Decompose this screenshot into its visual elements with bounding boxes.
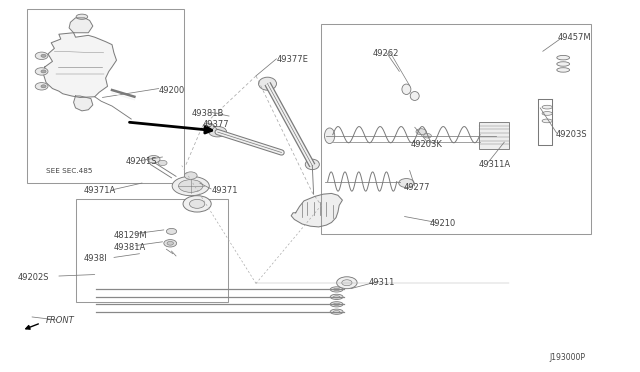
Text: 49210: 49210 bbox=[430, 219, 456, 228]
Text: 49200: 49200 bbox=[159, 86, 185, 94]
Circle shape bbox=[41, 85, 46, 88]
Ellipse shape bbox=[542, 112, 552, 115]
Ellipse shape bbox=[330, 302, 343, 307]
Ellipse shape bbox=[557, 68, 570, 72]
Ellipse shape bbox=[305, 159, 319, 170]
Text: 49381B: 49381B bbox=[192, 109, 225, 118]
Circle shape bbox=[183, 196, 211, 212]
Text: 49203S: 49203S bbox=[556, 130, 587, 139]
Circle shape bbox=[166, 228, 177, 234]
Text: 49311: 49311 bbox=[369, 278, 395, 287]
Bar bbox=[27, 9, 184, 183]
Ellipse shape bbox=[324, 128, 335, 144]
Ellipse shape bbox=[333, 288, 340, 291]
Ellipse shape bbox=[402, 84, 411, 94]
Circle shape bbox=[41, 70, 46, 73]
Text: 48129M: 48129M bbox=[114, 231, 148, 240]
Circle shape bbox=[203, 123, 214, 130]
Circle shape bbox=[158, 160, 167, 166]
Text: 49262: 49262 bbox=[372, 49, 399, 58]
Polygon shape bbox=[291, 193, 342, 227]
Ellipse shape bbox=[76, 14, 88, 19]
Ellipse shape bbox=[410, 92, 419, 100]
Ellipse shape bbox=[179, 180, 203, 192]
Text: 49457M: 49457M bbox=[558, 33, 592, 42]
Ellipse shape bbox=[333, 296, 340, 298]
Polygon shape bbox=[69, 18, 93, 33]
Circle shape bbox=[184, 172, 197, 179]
Text: J193000P: J193000P bbox=[549, 353, 585, 362]
Circle shape bbox=[167, 241, 173, 245]
Polygon shape bbox=[44, 33, 116, 97]
Ellipse shape bbox=[172, 176, 209, 196]
Bar bbox=[479, 122, 509, 149]
Circle shape bbox=[147, 155, 160, 163]
Text: 49371: 49371 bbox=[211, 186, 237, 195]
Text: 49277: 49277 bbox=[403, 183, 429, 192]
Ellipse shape bbox=[557, 55, 570, 60]
Circle shape bbox=[35, 52, 48, 60]
Text: 49201S: 49201S bbox=[125, 157, 157, 166]
Ellipse shape bbox=[333, 303, 340, 305]
Circle shape bbox=[424, 134, 431, 138]
Circle shape bbox=[41, 54, 46, 57]
Circle shape bbox=[337, 277, 357, 289]
Circle shape bbox=[35, 68, 48, 75]
Text: 49202S: 49202S bbox=[18, 273, 49, 282]
Text: 49377E: 49377E bbox=[276, 55, 308, 64]
Circle shape bbox=[209, 126, 227, 137]
Text: 49311A: 49311A bbox=[479, 160, 511, 169]
Text: FRONT: FRONT bbox=[45, 316, 74, 325]
Bar bbox=[321, 24, 591, 234]
Ellipse shape bbox=[330, 294, 343, 299]
Polygon shape bbox=[74, 96, 93, 111]
Ellipse shape bbox=[330, 287, 343, 292]
Bar bbox=[76, 199, 228, 302]
Ellipse shape bbox=[542, 105, 552, 109]
Text: 49377: 49377 bbox=[202, 121, 229, 129]
Ellipse shape bbox=[557, 62, 570, 66]
Text: 49381A: 49381A bbox=[114, 243, 146, 251]
Circle shape bbox=[416, 129, 426, 135]
Text: 4938I: 4938I bbox=[83, 254, 107, 263]
Ellipse shape bbox=[542, 119, 552, 123]
Text: 49371A: 49371A bbox=[83, 186, 115, 195]
Circle shape bbox=[189, 199, 205, 208]
Ellipse shape bbox=[333, 311, 340, 313]
Ellipse shape bbox=[330, 309, 343, 314]
Circle shape bbox=[342, 280, 352, 286]
Circle shape bbox=[35, 83, 48, 90]
Circle shape bbox=[399, 179, 414, 187]
Circle shape bbox=[164, 240, 177, 247]
Text: 49203K: 49203K bbox=[411, 140, 443, 149]
Ellipse shape bbox=[259, 77, 276, 90]
Text: SEE SEC.485: SEE SEC.485 bbox=[46, 168, 93, 174]
